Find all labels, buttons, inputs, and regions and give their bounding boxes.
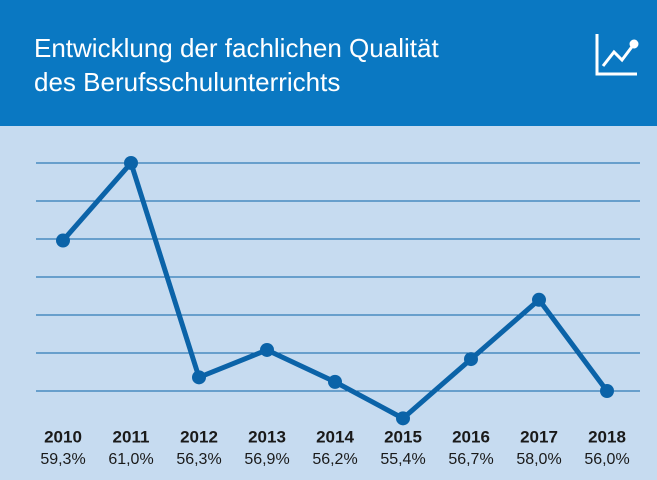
x-tick-label: 2014: [316, 427, 354, 446]
point: [192, 370, 206, 385]
value-label: 56,7%: [448, 451, 493, 468]
point: [124, 156, 138, 170]
value-label: 55,4%: [380, 451, 425, 468]
value-label: 56,2%: [312, 451, 357, 468]
value-label: 56,9%: [244, 451, 289, 468]
chart-icon: [595, 34, 639, 76]
x-tick-label: 2011: [113, 427, 150, 446]
value-label: 61,0%: [108, 451, 153, 468]
header: [0, 0, 657, 126]
x-tick-label: 2013: [248, 427, 286, 446]
point: [328, 374, 342, 389]
x-tick-label: 2018: [588, 427, 626, 446]
chart-title: des Berufsschulunterrichts: [34, 67, 340, 97]
point: [56, 233, 70, 248]
value-label: 58,0%: [516, 451, 561, 468]
point: [600, 384, 614, 398]
point: [464, 352, 478, 367]
value-label: 59,3%: [40, 451, 85, 468]
point: [260, 342, 274, 357]
x-tick-label: 2017: [520, 427, 558, 446]
x-tick-label: 2010: [44, 427, 82, 446]
point: [396, 411, 410, 426]
value-label: 56,3%: [176, 451, 221, 468]
x-tick-label: 2015: [384, 427, 422, 446]
chart-title: Entwicklung der fachlichen Qualität: [34, 33, 439, 63]
point: [532, 292, 546, 307]
x-tick-label: 2016: [452, 427, 490, 446]
x-tick-label: 2012: [180, 427, 218, 446]
value-label: 56,0%: [584, 451, 629, 468]
